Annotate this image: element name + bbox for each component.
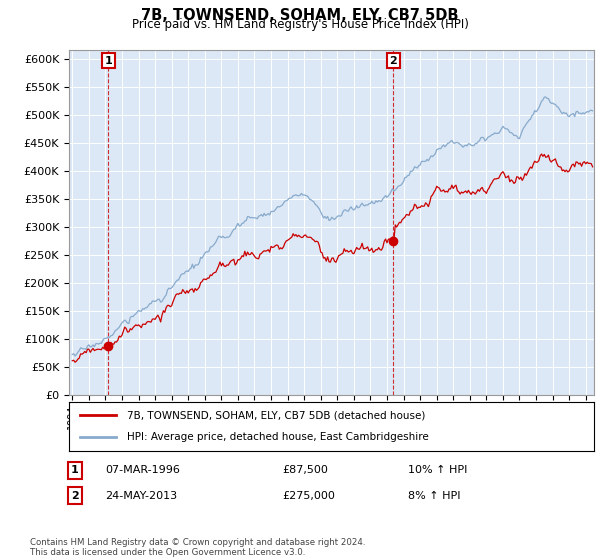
Text: £275,000: £275,000	[282, 491, 335, 501]
Text: 1: 1	[104, 55, 112, 66]
Text: 2: 2	[71, 491, 79, 501]
Text: 8% ↑ HPI: 8% ↑ HPI	[408, 491, 461, 501]
Text: 7B, TOWNSEND, SOHAM, ELY, CB7 5DB: 7B, TOWNSEND, SOHAM, ELY, CB7 5DB	[141, 8, 459, 24]
Text: HPI: Average price, detached house, East Cambridgeshire: HPI: Average price, detached house, East…	[127, 432, 428, 442]
Text: Contains HM Land Registry data © Crown copyright and database right 2024.
This d: Contains HM Land Registry data © Crown c…	[30, 538, 365, 557]
Text: 1: 1	[71, 465, 79, 475]
Text: Price paid vs. HM Land Registry's House Price Index (HPI): Price paid vs. HM Land Registry's House …	[131, 18, 469, 31]
Text: 07-MAR-1996: 07-MAR-1996	[105, 465, 180, 475]
Text: £87,500: £87,500	[282, 465, 328, 475]
Text: 2: 2	[389, 55, 397, 66]
Text: 24-MAY-2013: 24-MAY-2013	[105, 491, 177, 501]
Text: 10% ↑ HPI: 10% ↑ HPI	[408, 465, 467, 475]
Text: 7B, TOWNSEND, SOHAM, ELY, CB7 5DB (detached house): 7B, TOWNSEND, SOHAM, ELY, CB7 5DB (detac…	[127, 410, 425, 421]
